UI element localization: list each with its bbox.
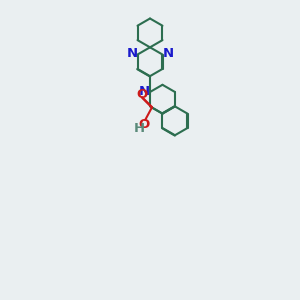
Text: H: H <box>134 122 145 135</box>
Text: O: O <box>139 118 150 131</box>
Text: O: O <box>136 88 148 101</box>
Text: N: N <box>162 47 173 60</box>
Text: N: N <box>139 85 150 98</box>
Text: N: N <box>127 47 138 60</box>
